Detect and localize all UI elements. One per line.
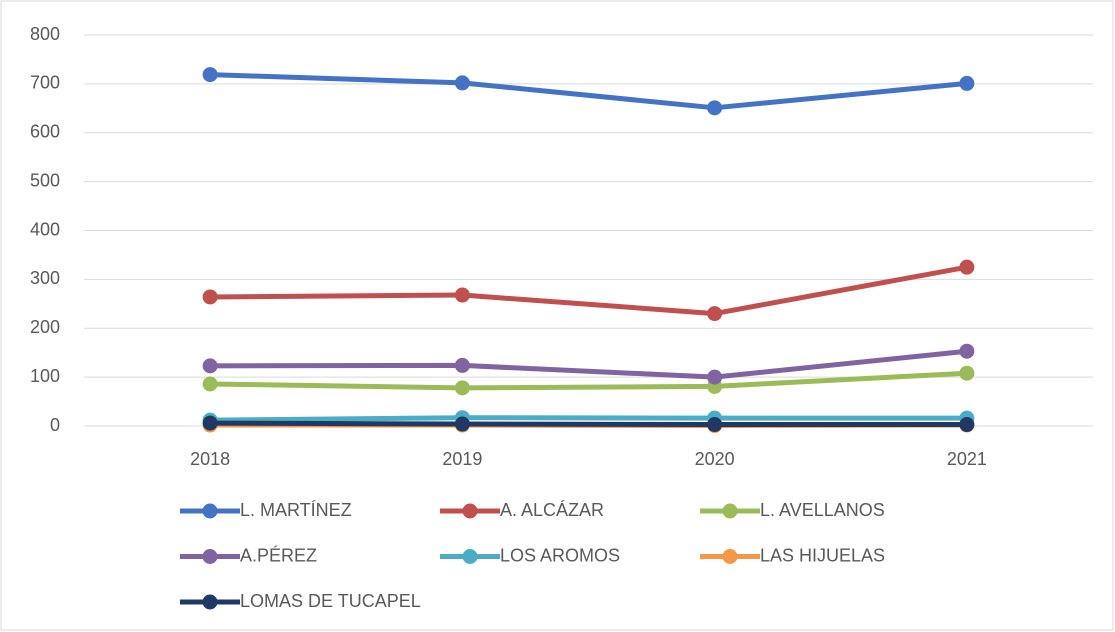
y-tick-label: 700 [30,73,60,93]
y-tick-label: 600 [30,122,60,142]
legend-marker [722,503,738,519]
x-tick-label: 2018 [190,449,230,469]
point [959,75,975,91]
y-tick-label: 500 [30,170,60,190]
series-line [210,420,967,428]
y-tick-label: 400 [30,219,60,239]
legend-label: L. AVELLANOS [760,500,885,520]
series-line [210,264,968,317]
legend-label: LOS AROMOS [500,545,620,565]
point [202,376,218,392]
legend-marker [202,594,218,610]
point [959,343,975,359]
point [454,287,470,303]
point [707,417,723,433]
legend-marker [462,549,478,564]
legend-label: LOMAS DE TUCAPEL [240,591,421,611]
legend-label: A. ALCÁZAR [500,500,604,520]
point [454,380,470,396]
point [454,416,470,432]
point [707,306,723,322]
point [707,100,723,116]
legend-marker [722,549,738,564]
y-tick-label: 800 [30,24,60,44]
x-tick-label: 2021 [947,449,987,469]
legend-label: A.PÉREZ [240,545,317,565]
point [454,357,470,373]
series-line [210,348,968,380]
y-tick-label: 300 [30,268,60,288]
point [202,67,218,83]
point [959,417,975,433]
x-tick-label: 2019 [442,449,482,469]
series-line [210,72,968,111]
legend-marker [462,503,478,519]
legend-marker [202,549,218,564]
point [202,358,218,374]
legend-marker [202,503,218,519]
point [202,415,218,431]
point [707,369,723,385]
y-tick-label: 100 [30,366,60,386]
legend-label: LAS HIJUELAS [760,545,885,565]
point [454,75,470,91]
series-line [210,370,968,391]
series-line [210,415,967,423]
point [202,289,218,305]
point [959,259,975,275]
x-tick-label: 2020 [695,449,735,469]
y-tick-label: 200 [30,317,60,337]
legend-label: L. MARTÍNEZ [240,500,352,520]
y-tick-label: 0 [50,415,60,435]
point [959,365,975,381]
